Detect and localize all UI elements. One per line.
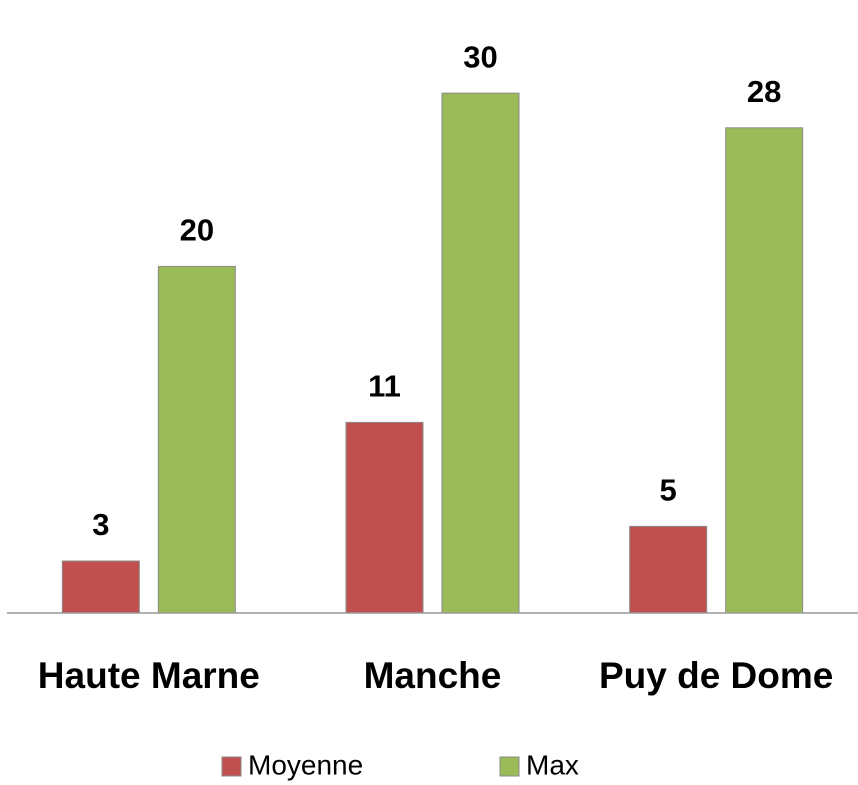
bar — [629, 525, 708, 614]
data-label: 28 — [747, 74, 781, 109]
legend-swatch — [499, 756, 520, 777]
data-label: 30 — [463, 39, 497, 74]
data-label: 20 — [180, 213, 214, 248]
legend-label: Max — [526, 749, 579, 780]
x-tick-label: Manche — [364, 655, 502, 696]
legend-label: Moyenne — [248, 749, 363, 780]
bar — [61, 560, 140, 614]
bar — [345, 421, 424, 614]
bar — [441, 92, 520, 614]
bar — [157, 265, 236, 614]
data-label: 3 — [92, 507, 109, 542]
x-tick-label: Puy de Dome — [599, 655, 833, 696]
bar — [725, 127, 804, 614]
x-tick-label: Haute Marne — [38, 655, 260, 696]
legend-swatch — [221, 756, 242, 777]
data-label: 11 — [368, 369, 401, 404]
data-label: 5 — [660, 473, 677, 508]
